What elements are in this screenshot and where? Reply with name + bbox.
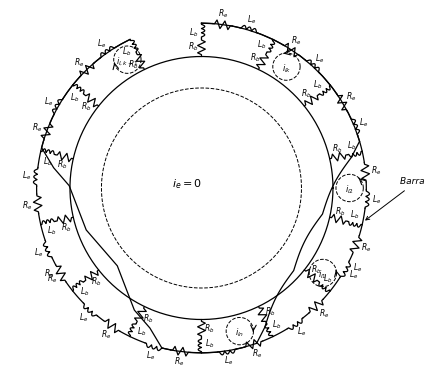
- Text: $L_b$: $L_b$: [189, 26, 198, 39]
- Text: $L_b$: $L_b$: [137, 326, 146, 338]
- Text: $L_b$: $L_b$: [47, 224, 56, 237]
- Text: $L_b$: $L_b$: [314, 78, 323, 91]
- Text: $R_e$: $R_e$: [43, 268, 54, 280]
- Text: $L_b$: $L_b$: [80, 285, 89, 298]
- Text: $L_e$: $L_e$: [315, 52, 324, 65]
- Text: $L_b$: $L_b$: [205, 337, 214, 350]
- Text: $i_{lk}$: $i_{lk}$: [282, 62, 291, 75]
- Text: $L_b$: $L_b$: [43, 155, 53, 168]
- Text: $i_{l,k+1}$: $i_{l,k+1}$: [116, 55, 139, 68]
- Text: $R_e$: $R_e$: [174, 356, 185, 368]
- Text: $i_{l1}$: $i_{l1}$: [318, 268, 328, 281]
- Text: $R_b$: $R_b$: [91, 276, 102, 288]
- Text: $L_b$: $L_b$: [350, 208, 360, 221]
- Text: $R_b$: $R_b$: [188, 41, 199, 53]
- Text: $L_b$: $L_b$: [323, 272, 333, 285]
- Text: $L_b$: $L_b$: [70, 91, 79, 104]
- Text: $R_b$: $R_b$: [301, 88, 312, 100]
- Text: $R_b$: $R_b$: [311, 263, 322, 276]
- Text: $R_b$: $R_b$: [265, 305, 275, 318]
- Text: $L_e$: $L_e$: [97, 38, 106, 50]
- Text: $L_b$: $L_b$: [347, 139, 356, 152]
- Text: $R_b$: $R_b$: [61, 221, 71, 233]
- Text: $R_e$: $R_e$: [22, 199, 32, 212]
- Text: $L_e$: $L_e$: [147, 350, 156, 362]
- Text: $L_b$: $L_b$: [122, 45, 131, 58]
- Text: $L_e$: $L_e$: [371, 194, 381, 206]
- Text: $L_e$: $L_e$: [22, 170, 31, 182]
- Text: $L_e$: $L_e$: [224, 355, 233, 367]
- Text: $i_e = 0$: $i_e = 0$: [172, 177, 202, 191]
- Text: $L_e$: $L_e$: [78, 311, 88, 324]
- Text: $R_e$: $R_e$: [361, 242, 371, 254]
- Text: $R_b$: $R_b$: [128, 58, 138, 71]
- Text: $R_e$: $R_e$: [319, 307, 329, 320]
- Text: $L_e$: $L_e$: [44, 95, 54, 108]
- Text: $R_e$: $R_e$: [218, 8, 229, 20]
- Text: $R_b$: $R_b$: [143, 312, 153, 324]
- Text: Barra n: Barra n: [366, 177, 426, 220]
- Text: $R_b$: $R_b$: [332, 143, 342, 155]
- Text: $R_e$: $R_e$: [47, 273, 57, 285]
- Text: $R_e$: $R_e$: [252, 348, 262, 361]
- Text: $R_e$: $R_e$: [32, 122, 42, 134]
- Text: $R_b$: $R_b$: [250, 52, 260, 64]
- Text: $L_b$: $L_b$: [257, 38, 266, 50]
- Text: $L_e$: $L_e$: [353, 261, 362, 274]
- Text: $R_b$: $R_b$: [81, 100, 92, 113]
- Text: $R_b$: $R_b$: [57, 158, 68, 171]
- Text: $L_e$: $L_e$: [247, 14, 256, 26]
- Text: $i_{l2}$: $i_{l2}$: [345, 183, 354, 196]
- Text: $R_b$: $R_b$: [204, 323, 215, 335]
- Text: $R_e$: $R_e$: [291, 35, 302, 47]
- Text: $L_e$: $L_e$: [34, 247, 43, 259]
- Text: $L_e$: $L_e$: [296, 326, 306, 338]
- Text: $R_e$: $R_e$: [371, 164, 381, 177]
- Text: $i_{ln}$: $i_{ln}$: [235, 327, 245, 339]
- Text: $R_e$: $R_e$: [74, 56, 84, 69]
- Text: $R_e$: $R_e$: [346, 91, 356, 103]
- Text: $L_e$: $L_e$: [360, 117, 369, 129]
- Text: $L_b$: $L_b$: [272, 318, 281, 331]
- Text: $R_b$: $R_b$: [335, 205, 346, 218]
- Text: $R_e$: $R_e$: [101, 329, 112, 341]
- Text: $L_e$: $L_e$: [349, 268, 359, 281]
